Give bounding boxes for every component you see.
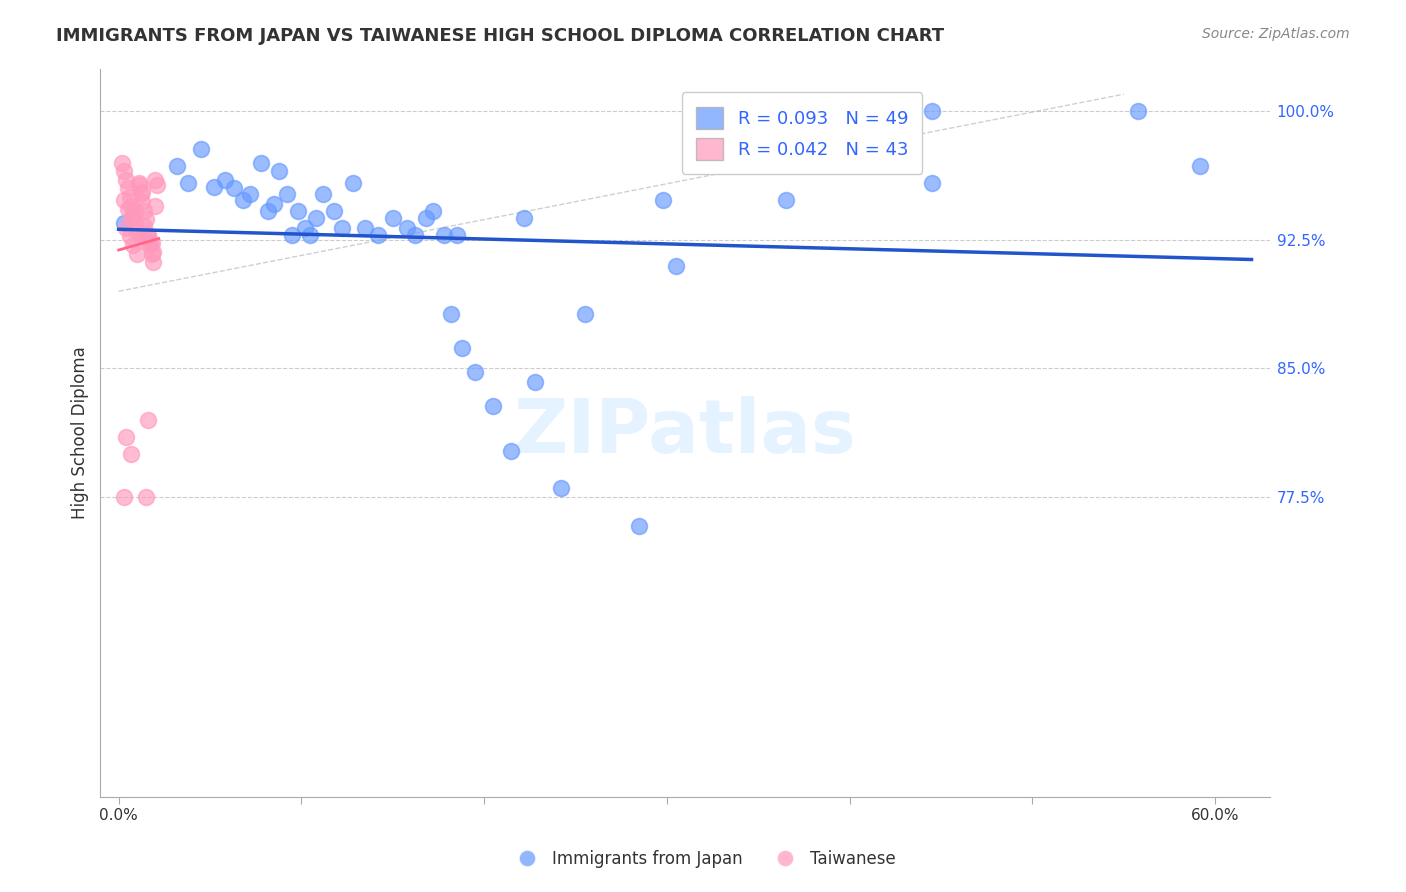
Point bbox=[330, 220, 353, 235]
Point bbox=[214, 173, 236, 187]
Point bbox=[120, 211, 142, 225]
Point bbox=[250, 155, 273, 169]
Point bbox=[263, 197, 285, 211]
Point bbox=[122, 238, 145, 252]
Point bbox=[124, 216, 146, 230]
Point bbox=[921, 104, 943, 119]
Point bbox=[111, 155, 134, 169]
Point bbox=[396, 220, 419, 235]
Point bbox=[312, 186, 335, 201]
Point bbox=[128, 178, 150, 192]
Point bbox=[138, 236, 160, 251]
Point bbox=[128, 177, 150, 191]
Point bbox=[112, 216, 135, 230]
Point bbox=[142, 244, 165, 259]
Point bbox=[117, 181, 139, 195]
Point bbox=[117, 202, 139, 216]
Point bbox=[367, 227, 389, 242]
Point bbox=[550, 481, 572, 495]
Point bbox=[305, 211, 328, 225]
Text: IMMIGRANTS FROM JAPAN VS TAIWANESE HIGH SCHOOL DIPLOMA CORRELATION CHART: IMMIGRANTS FROM JAPAN VS TAIWANESE HIGH … bbox=[56, 27, 945, 45]
Point bbox=[202, 179, 225, 194]
Point bbox=[299, 227, 322, 242]
Point bbox=[440, 306, 463, 320]
Point bbox=[524, 375, 547, 389]
Point bbox=[287, 203, 309, 218]
Point bbox=[131, 185, 153, 199]
Point bbox=[190, 142, 212, 156]
Point bbox=[122, 207, 145, 221]
Point bbox=[136, 227, 159, 242]
Legend: Immigrants from Japan, Taiwanese: Immigrants from Japan, Taiwanese bbox=[503, 844, 903, 875]
Point bbox=[281, 227, 304, 242]
Point bbox=[115, 430, 138, 444]
Point bbox=[129, 227, 152, 242]
Point bbox=[129, 186, 152, 201]
Point bbox=[118, 190, 141, 204]
Point bbox=[323, 203, 346, 218]
Point bbox=[342, 177, 364, 191]
Point bbox=[501, 443, 523, 458]
Point bbox=[628, 519, 651, 533]
Point bbox=[134, 203, 156, 218]
Legend: R = 0.093   N = 49, R = 0.042   N = 43: R = 0.093 N = 49, R = 0.042 N = 43 bbox=[682, 92, 922, 174]
Point bbox=[222, 181, 245, 195]
Point bbox=[136, 229, 159, 244]
Point bbox=[124, 203, 146, 218]
Point bbox=[482, 399, 505, 413]
Point bbox=[269, 164, 291, 178]
Point bbox=[232, 194, 254, 208]
Point bbox=[138, 238, 160, 252]
Text: Source: ZipAtlas.com: Source: ZipAtlas.com bbox=[1202, 27, 1350, 41]
Point bbox=[1189, 159, 1212, 173]
Point bbox=[257, 203, 280, 218]
Point bbox=[135, 490, 157, 504]
Point bbox=[422, 203, 444, 218]
Point bbox=[775, 194, 797, 208]
Point bbox=[177, 177, 200, 191]
Point bbox=[141, 236, 163, 251]
Point bbox=[143, 173, 166, 187]
Point bbox=[276, 186, 298, 201]
Point bbox=[451, 341, 474, 355]
Point bbox=[166, 159, 188, 173]
Point bbox=[112, 490, 135, 504]
Point bbox=[415, 211, 437, 225]
Point bbox=[112, 194, 135, 208]
Point bbox=[433, 227, 456, 242]
Point bbox=[446, 227, 468, 242]
Point bbox=[135, 212, 157, 227]
Point bbox=[112, 164, 135, 178]
Point bbox=[354, 220, 377, 235]
Point bbox=[141, 246, 163, 260]
Point bbox=[239, 186, 262, 201]
Point bbox=[513, 211, 536, 225]
Text: ZIPatlas: ZIPatlas bbox=[513, 396, 856, 469]
Point bbox=[143, 198, 166, 212]
Point bbox=[665, 259, 688, 273]
Y-axis label: High School Diploma: High School Diploma bbox=[72, 346, 89, 519]
Point bbox=[120, 447, 142, 461]
Point bbox=[652, 194, 675, 208]
Point bbox=[115, 173, 138, 187]
Point bbox=[381, 211, 404, 225]
Point bbox=[131, 195, 153, 210]
Point bbox=[125, 224, 148, 238]
Point bbox=[921, 177, 943, 191]
Point bbox=[118, 229, 141, 244]
Point bbox=[574, 306, 596, 320]
Point bbox=[120, 198, 142, 212]
Point bbox=[294, 220, 316, 235]
Point bbox=[1128, 104, 1150, 119]
Point bbox=[134, 219, 156, 234]
Point bbox=[142, 255, 165, 269]
Point bbox=[125, 246, 148, 260]
Point bbox=[464, 365, 486, 379]
Point bbox=[404, 227, 426, 242]
Point bbox=[146, 178, 169, 192]
Point bbox=[136, 413, 159, 427]
Point bbox=[115, 220, 138, 235]
Point bbox=[135, 227, 157, 242]
